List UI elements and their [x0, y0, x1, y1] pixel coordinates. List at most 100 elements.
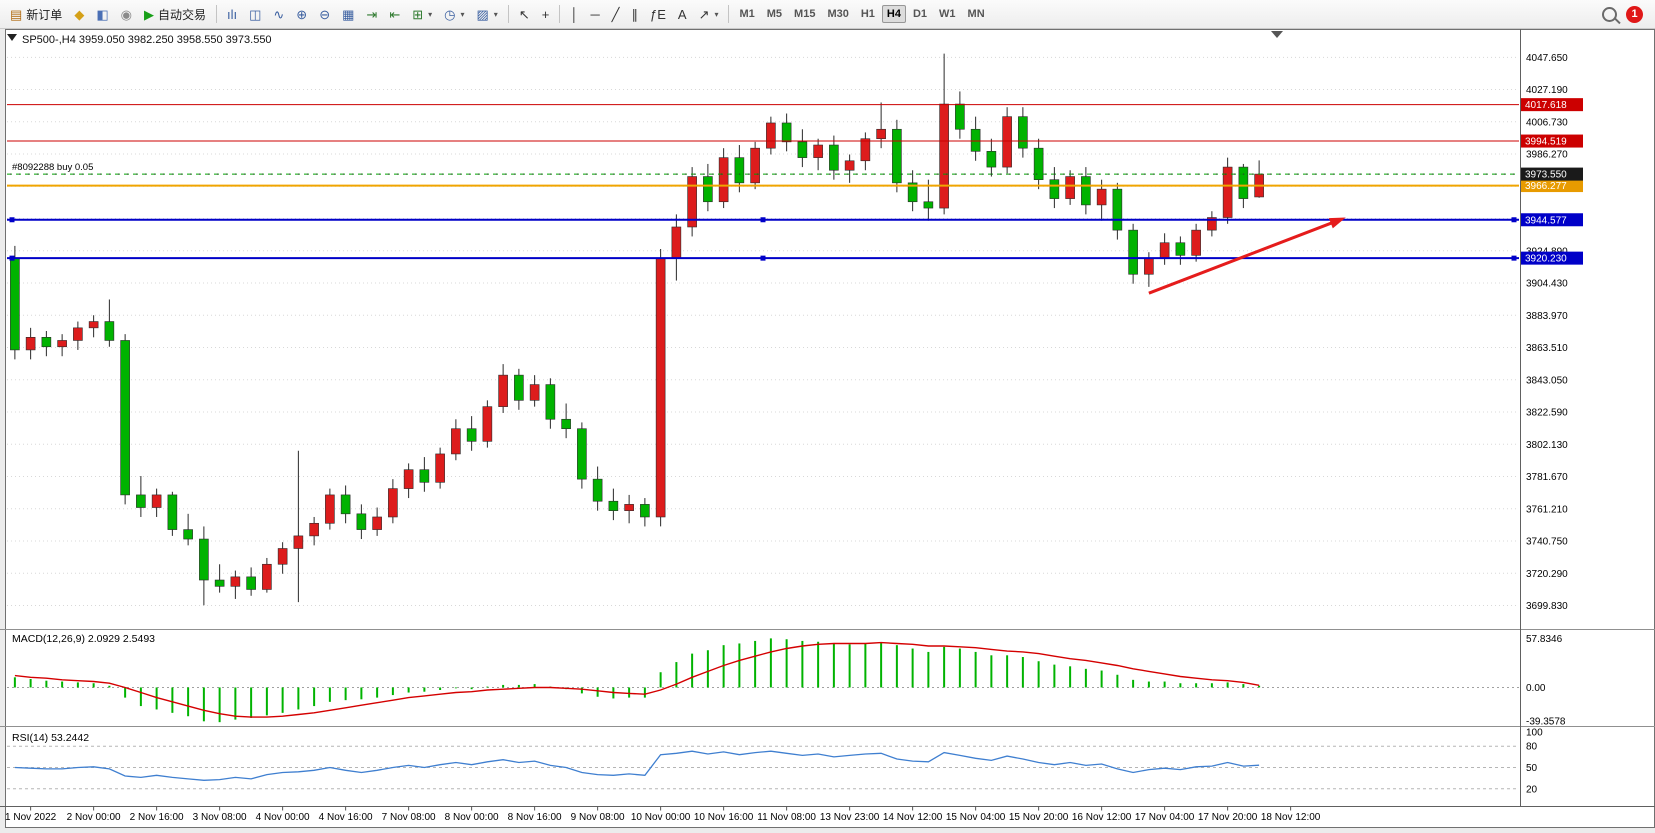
macd-signal-line [14, 641, 1260, 718]
chart-shift-icon: ⇤ [389, 6, 401, 22]
periods-dropdown[interactable]: ◷ ▾ [438, 1, 470, 27]
rsi-tick-label: 100 [1526, 728, 1543, 739]
trend-arrow[interactable] [1148, 217, 1346, 295]
candle [262, 563, 272, 590]
price-tick-label: 3781.670 [1526, 472, 1568, 483]
time-tick-label: 14 Nov 12:00 [883, 812, 943, 823]
candle [986, 151, 997, 168]
svg-text:4017.618: 4017.618 [1525, 100, 1567, 111]
macd-tick-label: 57.8346 [1526, 634, 1563, 645]
new-order-button[interactable]: ▤ 新订单 [4, 1, 68, 27]
candle [1222, 166, 1233, 218]
horizontal-line[interactable] [7, 217, 1519, 223]
arrows-dropdown[interactable]: ↗ ▾ [693, 1, 725, 27]
text-button[interactable]: A [672, 1, 693, 27]
candle [907, 182, 918, 203]
candle [73, 327, 83, 341]
price-tick-label: 3883.970 [1526, 311, 1568, 322]
candle [592, 478, 603, 502]
candlestick-chart-button[interactable]: ◫ [243, 1, 267, 27]
line-handle [9, 255, 15, 261]
time-tick-label: 11 Nov 08:00 [757, 812, 816, 823]
time-tick-label: 15 Nov 04:00 [946, 812, 1006, 823]
time-tick-label: 18 Nov 12:00 [1261, 812, 1321, 823]
timeframe-mn[interactable]: MN [967, 8, 985, 20]
one-click-trading-toggle[interactable] [7, 34, 17, 41]
candle [1018, 116, 1028, 149]
market-watch-button[interactable]: ◆ [68, 1, 90, 27]
templates-dropdown[interactable]: ▨ ▾ [471, 1, 504, 27]
price-tick-label: 4027.190 [1526, 85, 1568, 96]
candle [25, 337, 36, 351]
timeframe-m1[interactable]: M1 [739, 8, 755, 20]
candle [230, 576, 241, 587]
chart-legend: SP500-,H4 3959.050 3982.250 3958.550 397… [22, 34, 272, 46]
auto-scroll-button[interactable]: ⇥ [360, 1, 383, 27]
candle [214, 579, 225, 587]
timeframe-d1[interactable]: D1 [912, 8, 928, 20]
line-chart-icon: ∿ [273, 6, 285, 22]
search-icon[interactable] [1602, 6, 1617, 22]
notification-badge[interactable]: 1 [1626, 5, 1643, 23]
zoom-in-button[interactable]: ⊕ [290, 1, 313, 27]
cursor-button[interactable]: ↖ [513, 1, 536, 27]
bar-chart-icon: ılı [226, 6, 238, 22]
navigator-button[interactable]: ◉ [115, 1, 138, 27]
candle [309, 522, 319, 537]
rsi-panel: RSI(14) 53.2442 100 80 50 20 [7, 728, 1543, 795]
new-order-icon: ▤ [10, 6, 23, 22]
timeframe-m15[interactable]: M15 [794, 8, 816, 20]
candle [403, 469, 414, 489]
line-chart-button[interactable]: ∿ [267, 1, 290, 27]
trendline-icon: ╱ [611, 6, 620, 22]
price-tick-label: 3720.290 [1526, 569, 1568, 580]
candle [829, 144, 839, 171]
timeframe-w1[interactable]: W1 [939, 8, 956, 20]
price-badge: 3966.277 [1521, 179, 1583, 193]
channel-button[interactable]: ∥ [625, 1, 644, 27]
fibonacci-button[interactable]: ƒE [644, 1, 672, 27]
price-tick-label: 3699.830 [1526, 601, 1568, 612]
crosshair-button[interactable]: + [536, 1, 556, 27]
timeframe-h4[interactable]: H4 [881, 5, 906, 23]
timeframe-m30[interactable]: M30 [827, 8, 849, 20]
candle [41, 337, 52, 348]
zoom-out-button[interactable]: ⊖ [313, 1, 336, 27]
horizontal-line-button[interactable]: ─ [584, 1, 605, 27]
chart-shift-marker[interactable] [1271, 31, 1283, 38]
navigator-icon: ◉ [120, 6, 132, 22]
candle [1033, 147, 1044, 180]
time-tick-label: 8 Nov 16:00 [508, 812, 562, 823]
vertical-line-button[interactable]: │ [564, 1, 584, 27]
candle [892, 128, 902, 184]
candle [1065, 176, 1075, 199]
candle [577, 428, 587, 480]
periods-icon: ◷ [444, 6, 456, 22]
indicators-dropdown[interactable]: ⊞ ▾ [406, 1, 438, 27]
order-label: #8092288 buy 0.05 [12, 162, 93, 173]
candle [545, 384, 556, 420]
tile-windows-button[interactable]: ▦ [336, 1, 360, 27]
candle [561, 418, 571, 430]
dropdown-arrow-icon: ▾ [493, 9, 498, 19]
data-window-button[interactable]: ◧ [90, 1, 114, 27]
price-tick-label: 4006.730 [1526, 117, 1568, 128]
toolbar-separator [215, 5, 217, 23]
candle [340, 494, 351, 515]
chart-canvas[interactable]: 4047.6504027.1904006.7303986.2703965.810… [0, 29, 1655, 828]
timeframe-h1[interactable]: H1 [860, 8, 875, 20]
time-tick-label: 8 Nov 00:00 [445, 812, 499, 823]
bar-chart-button[interactable]: ılı [221, 1, 243, 27]
chart-shift-button[interactable]: ⇤ [383, 1, 406, 27]
candle [136, 494, 146, 508]
trendline-button[interactable]: ╱ [606, 1, 626, 27]
line-handle [9, 217, 15, 223]
candle [687, 176, 697, 228]
price-tick-label: 3761.210 [1526, 504, 1568, 515]
horizontal-line-icon: ─ [590, 6, 600, 22]
timeframe-m5[interactable]: M5 [766, 8, 783, 20]
candle [624, 504, 634, 511]
candle [1002, 116, 1012, 168]
horizontal-line[interactable] [7, 255, 1519, 261]
auto-trading-button[interactable]: ▶ 自动交易 [138, 1, 212, 27]
